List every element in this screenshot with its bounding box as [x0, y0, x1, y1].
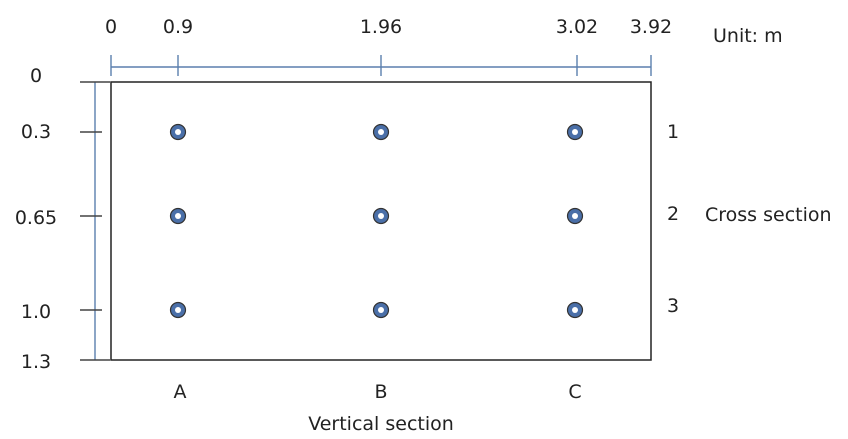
measurement-point	[169, 301, 187, 319]
top-tick-label: 1.96	[360, 16, 402, 38]
row-label: 2	[667, 203, 679, 225]
row-label: 1	[667, 121, 679, 143]
column-label: B	[374, 381, 387, 403]
row-label: 3	[667, 295, 679, 317]
measurement-point	[566, 301, 584, 319]
top-tick-label: 0	[105, 16, 117, 38]
measurement-point	[566, 123, 584, 141]
unit-label: Unit: m	[713, 25, 783, 47]
cross-section-label: Cross section	[705, 204, 832, 226]
measurement-point	[566, 207, 584, 225]
measurement-point	[372, 207, 390, 225]
top-tick-label: 3.92	[630, 16, 672, 38]
left-tick-label: 0	[30, 65, 42, 87]
vertical-section-label: Vertical section	[308, 413, 454, 435]
left-tick-label: 0.3	[21, 121, 51, 143]
measurement-point	[372, 123, 390, 141]
measurement-points	[169, 123, 584, 319]
top-tick-label: 3.02	[556, 16, 598, 38]
measurement-point	[372, 301, 390, 319]
left-tick-label: 1.0	[21, 301, 51, 323]
measurement-point	[169, 123, 187, 141]
top-tick-label: 0.9	[163, 16, 193, 38]
section-rectangle	[110, 81, 652, 361]
column-label: A	[174, 381, 187, 403]
left-tick-label: 1.3	[21, 351, 51, 373]
column-label: C	[568, 381, 581, 403]
measurement-point	[169, 207, 187, 225]
left-tick-label: 0.65	[15, 207, 57, 229]
